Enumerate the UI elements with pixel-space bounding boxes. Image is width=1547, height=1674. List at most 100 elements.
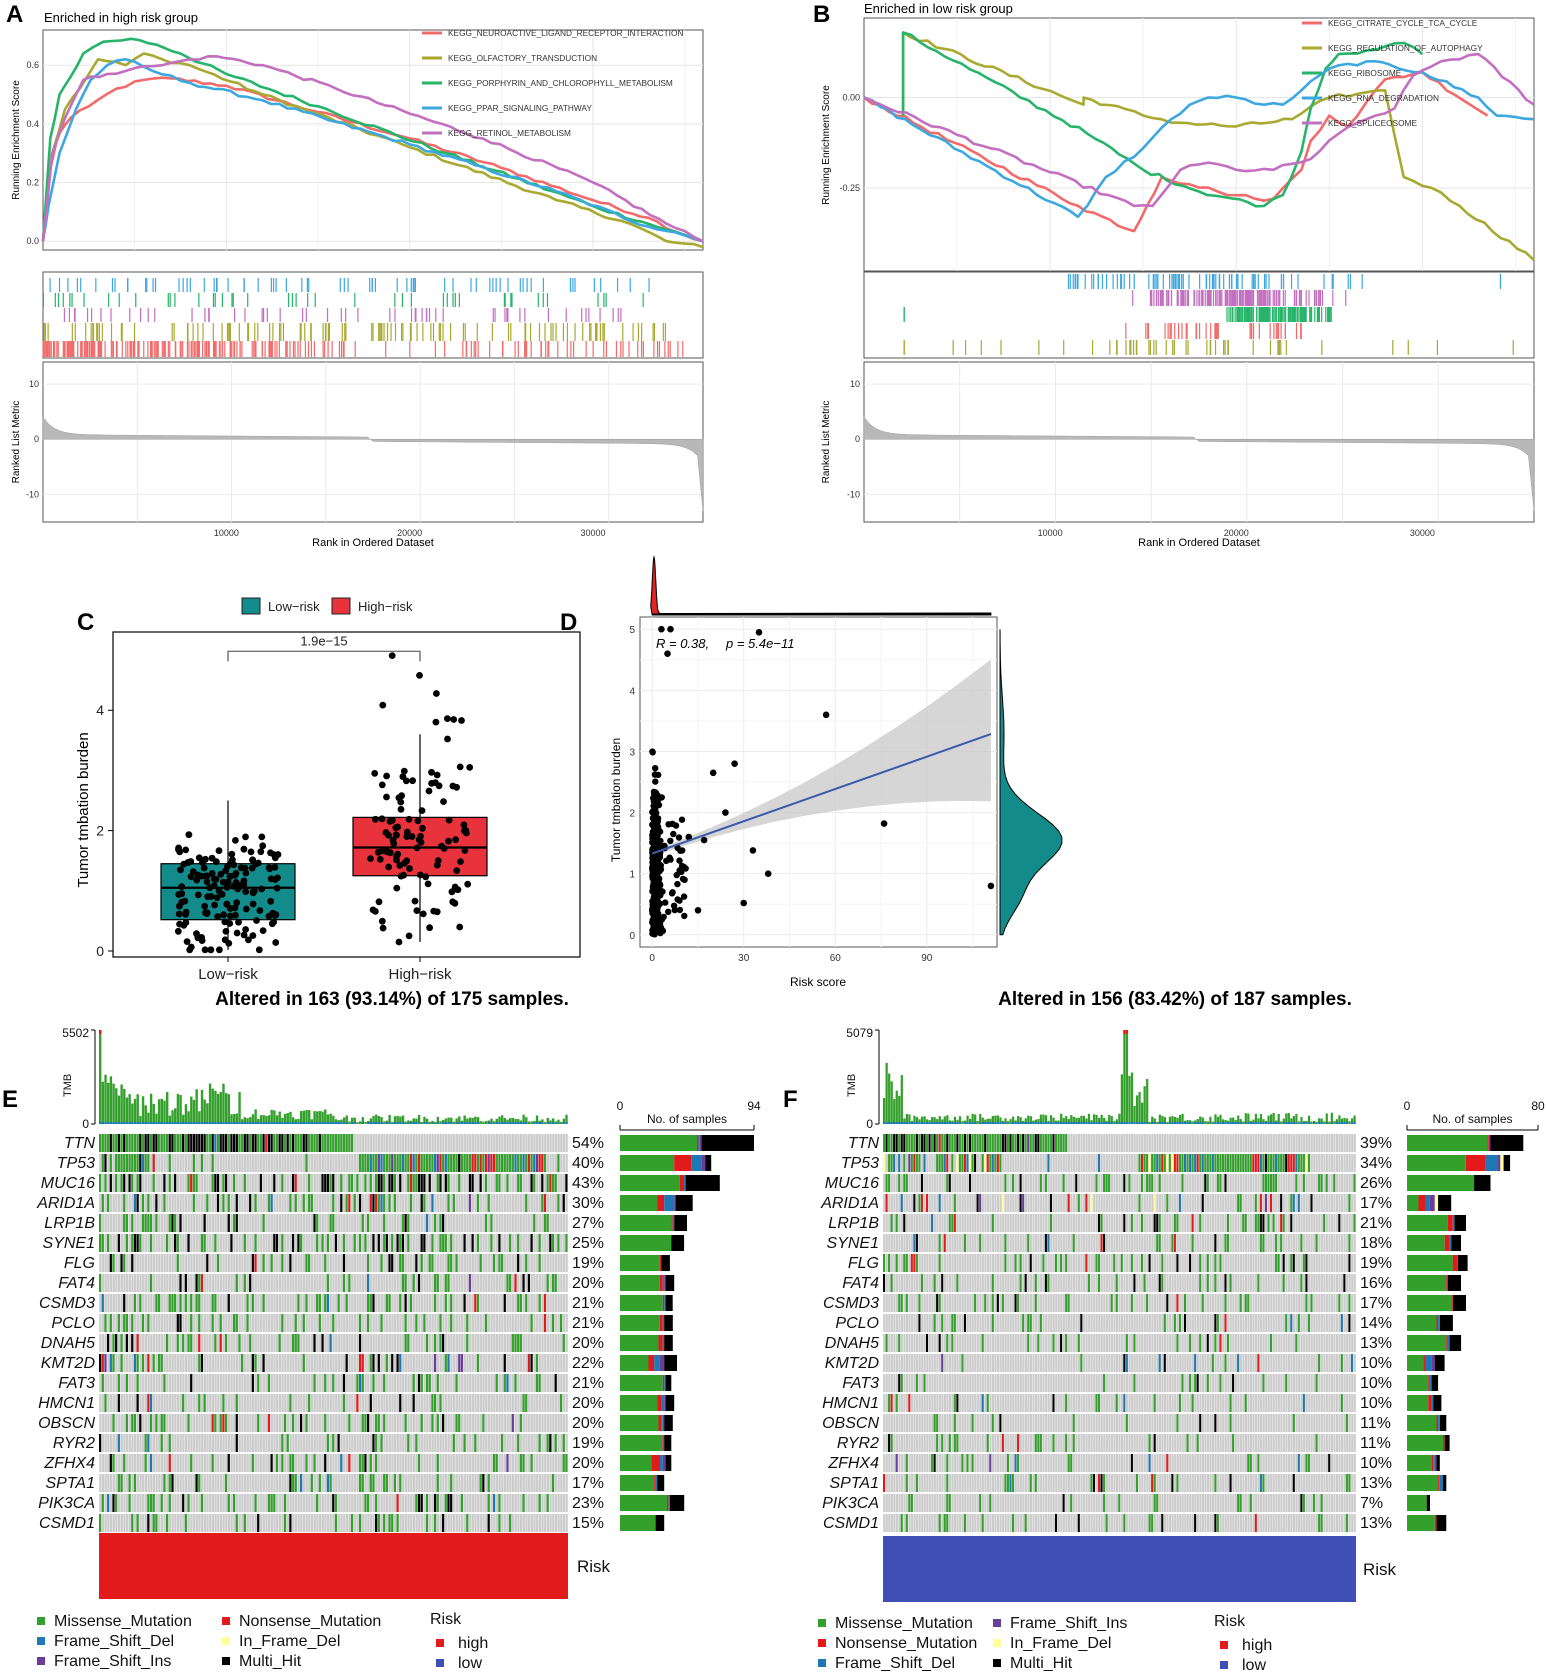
count-bar-nonsense xyxy=(1428,1375,1430,1391)
mutation-cell-missense xyxy=(951,1314,954,1332)
x-tick-label: 20000 xyxy=(397,528,422,538)
tmb-bar-other xyxy=(342,1122,346,1124)
mutation-cell-multi xyxy=(230,1234,233,1252)
tmb-bar-other xyxy=(396,1122,399,1124)
mutation-cell-multi xyxy=(450,1494,453,1512)
tmb-bar xyxy=(1166,1121,1169,1124)
mutation-cell-missense xyxy=(152,1174,155,1192)
mutation-cell-missense xyxy=(1012,1134,1015,1152)
tmb-bar-other xyxy=(1232,1122,1235,1124)
mutation-cell-multi xyxy=(1204,1174,1207,1192)
mutation-cell-fs_ins xyxy=(436,1154,439,1172)
mutation-cell-missense xyxy=(214,1414,217,1432)
mutation-cell-missense xyxy=(133,1294,137,1312)
mutation-cell-missense xyxy=(509,1154,512,1172)
mutation-cell-missense xyxy=(989,1154,992,1172)
mutation-cell-missense xyxy=(525,1254,528,1272)
mutation-cell-multi xyxy=(224,1134,228,1152)
mutation-cell-missense xyxy=(200,1494,204,1512)
mutation-cell-multi xyxy=(1214,1234,1217,1252)
data-point xyxy=(369,906,377,914)
mutation-cell-missense xyxy=(206,1194,209,1212)
mutation-cell-missense xyxy=(1095,1174,1098,1192)
tmb-bar xyxy=(498,1116,501,1124)
mutation-cell-missense xyxy=(326,1274,329,1292)
data-point xyxy=(221,936,229,944)
gene-percent: 10% xyxy=(1360,1395,1392,1412)
mutation-cell-missense xyxy=(318,1314,321,1332)
tmb-bar-other xyxy=(898,1122,901,1124)
tmb-bar xyxy=(358,1121,362,1124)
mutation-cell-missense xyxy=(492,1454,496,1472)
gene-label: TTN xyxy=(64,1135,96,1152)
mutation-cell-missense xyxy=(1158,1234,1161,1252)
mutation-cell-missense xyxy=(1206,1374,1209,1392)
tmb-bar-other xyxy=(334,1122,338,1124)
data-point xyxy=(670,902,678,909)
mutation-cell-missense xyxy=(1216,1174,1219,1192)
gene-row-bg xyxy=(883,1394,1356,1412)
tmb-bar xyxy=(1214,1114,1217,1124)
gene-label: PIK3CA xyxy=(38,1495,95,1512)
mutation-cell-missense xyxy=(417,1454,421,1472)
mutation-cell-missense xyxy=(1234,1154,1237,1172)
gene-percent: 10% xyxy=(1360,1455,1392,1472)
tmb-bar xyxy=(230,1114,233,1124)
mutation-cell-missense xyxy=(369,1454,372,1472)
mutation-cell-nonsense xyxy=(348,1194,351,1212)
gene-label: KMT2D xyxy=(41,1355,96,1372)
mutation-cell-missense xyxy=(342,1274,346,1292)
tmb-bar-other xyxy=(1118,1122,1121,1124)
mutation-cell-missense xyxy=(941,1134,944,1152)
data-point xyxy=(214,913,222,920)
tmb-bar xyxy=(1087,1113,1091,1124)
data-point xyxy=(187,873,195,881)
tmb-bar-other xyxy=(1186,1122,1189,1124)
mutation-cell-nonsense xyxy=(136,1334,139,1352)
mutation-cell-missense xyxy=(908,1494,911,1512)
data-point xyxy=(657,892,664,899)
mutation-cell-missense xyxy=(168,1474,171,1492)
mutation-cell-missense xyxy=(257,1134,260,1152)
mutation-cell-missense xyxy=(915,1154,918,1172)
mutation-cell-missense xyxy=(160,1434,163,1452)
mutation-cell-nonsense xyxy=(527,1154,530,1172)
tmb-bar-other xyxy=(1032,1122,1035,1124)
x-tick-label: 10000 xyxy=(214,528,239,538)
x-tick-label: 10000 xyxy=(1038,528,1063,538)
data-point xyxy=(433,771,441,779)
data-point xyxy=(678,816,686,823)
mutation-cell-missense xyxy=(297,1294,300,1312)
mutation-cell-missense xyxy=(128,1134,131,1152)
mutation-cell-missense xyxy=(423,1314,426,1332)
mutation-cell-fs_del xyxy=(107,1494,110,1512)
mutation-cell-missense xyxy=(332,1134,335,1152)
mutation-cell-missense xyxy=(123,1154,126,1172)
gene-percent: 14% xyxy=(1360,1315,1392,1332)
mutation-cell-missense xyxy=(1277,1154,1280,1172)
mutation-cell-missense xyxy=(450,1154,453,1172)
mutation-cell-missense xyxy=(380,1434,383,1452)
mutation-cell-missense xyxy=(1270,1174,1273,1192)
tmb-bar xyxy=(101,1081,105,1124)
mutation-cell-fs_del xyxy=(326,1294,329,1312)
count-bar-fs_del xyxy=(1439,1475,1444,1491)
mutation-cell-multi xyxy=(1092,1474,1095,1492)
mutation-cell-multi xyxy=(420,1494,423,1512)
tmb-bar-other xyxy=(1221,1122,1225,1124)
mutation-cell-nonsense xyxy=(200,1274,204,1292)
mutation-cell-missense xyxy=(1034,1274,1037,1292)
mutation-cell-nonsense xyxy=(1290,1154,1293,1172)
mutation-cell-missense xyxy=(557,1154,560,1172)
tmb-bar-other xyxy=(233,1122,236,1124)
data-point xyxy=(680,893,688,900)
tmb-bar xyxy=(898,1095,901,1124)
tmb-bar-other xyxy=(324,1122,327,1124)
data-point xyxy=(204,893,212,901)
mutation-cell-missense xyxy=(428,1154,431,1172)
gene-percent: 34% xyxy=(1360,1155,1392,1172)
tmb-bar xyxy=(974,1114,977,1124)
data-point xyxy=(271,854,279,862)
tmb-bar-other xyxy=(1130,1122,1134,1124)
mutation-cell-multi xyxy=(99,1354,102,1372)
